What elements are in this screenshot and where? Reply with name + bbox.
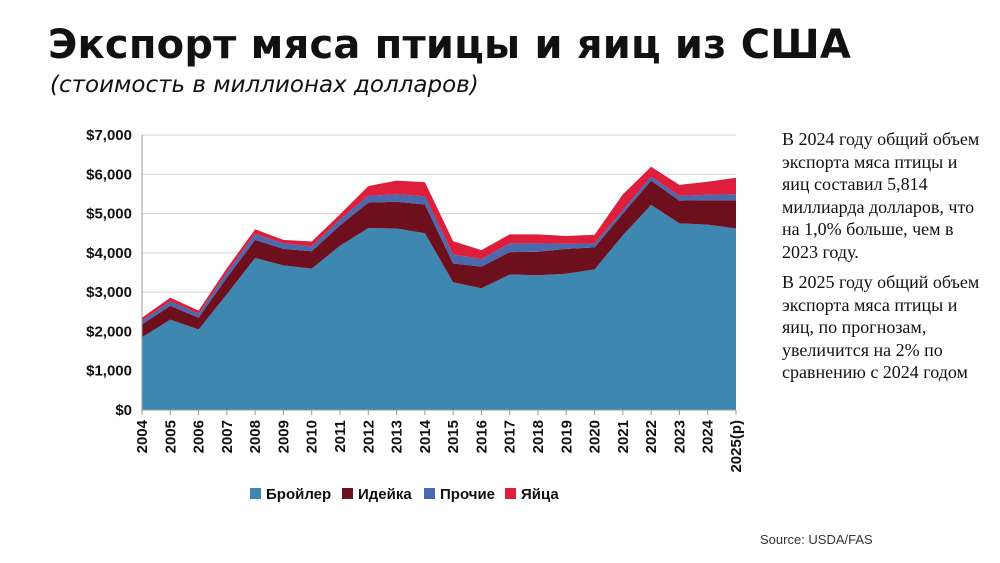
- x-axis-ticks: 2004 2005 2006 2007 2008 2009 2010 2011 2012 2013…: [134, 419, 745, 472]
- x-tick-label: 2007: [219, 420, 236, 453]
- x-tick-label: 2015: [445, 420, 462, 453]
- x-tick-label: 2017: [502, 420, 519, 453]
- legend-swatch: [424, 488, 435, 499]
- x-tick-label: 2022: [643, 420, 660, 453]
- x-tick-label: 2008: [247, 420, 264, 453]
- chart-legend: Бройлер Идейка Прочие Яйца: [250, 486, 559, 503]
- axes: [141, 135, 737, 415]
- y-tick-label: $2,000: [86, 323, 132, 340]
- y-tick-label: $4,000: [86, 245, 132, 262]
- y-tick-label: $6,000: [86, 166, 132, 183]
- x-tick-label: 2012: [360, 420, 377, 453]
- legend-label: Яйца: [521, 486, 559, 503]
- x-tick-label: 2018: [530, 420, 547, 453]
- y-tick-label: $1,000: [86, 363, 132, 380]
- legend-swatch: [250, 488, 261, 499]
- x-tick-label: 2023: [671, 420, 688, 453]
- legend-swatch: [505, 488, 516, 499]
- x-tick-label: 2024: [700, 419, 717, 453]
- side-note-2025: В 2025 году общий объем экспорта мяса пт…: [782, 272, 980, 382]
- area-series: [142, 166, 736, 410]
- y-tick-label: $3,000: [86, 284, 132, 301]
- x-tick-label: 2021: [615, 420, 632, 453]
- x-tick-label: 2016: [473, 420, 490, 453]
- y-axis-ticks: $0 $1,000 $2,000 $3,000 $4,000 $5,000 $6,000 $7…: [86, 127, 132, 419]
- side-notes: В 2024 году общий объем экспорта мяса пт…: [782, 128, 982, 392]
- x-tick-label: 2020: [587, 420, 604, 453]
- side-note-2024: В 2024 году общий объем экспорта мяса пт…: [782, 129, 980, 262]
- y-tick-label: $0: [115, 402, 132, 419]
- stacked-area-chart: $0 $1,000 $2,000 $3,000 $4,000 $5,000 $6,000 $7…: [86, 127, 745, 503]
- source-note: Source: USDA/FAS: [760, 532, 873, 547]
- x-tick-label: 2011: [332, 420, 349, 453]
- x-tick-label: 2014: [417, 419, 434, 453]
- x-tick-label: 2019: [558, 420, 575, 453]
- x-tick-label: 2006: [191, 420, 208, 453]
- x-tick-label: 2013: [389, 420, 406, 453]
- area-Идейка: [142, 180, 736, 338]
- legend-swatch: [342, 488, 353, 499]
- x-tick-label: 2010: [304, 420, 321, 453]
- legend-label: Бройлер: [266, 486, 331, 503]
- x-tick-label: 2005: [162, 420, 179, 453]
- page-subtitle: (стоимость в миллионах долларов): [50, 72, 479, 98]
- y-tick-label: $7,000: [86, 127, 132, 144]
- legend-label: Идейка: [358, 486, 412, 503]
- x-tick-label: 2004: [134, 419, 151, 453]
- x-tick-label: 2025(р): [728, 420, 745, 473]
- x-tick-label: 2009: [275, 420, 292, 453]
- y-tick-label: $5,000: [86, 206, 132, 223]
- page-title: Экспорт мяса птицы и яиц из США: [48, 22, 852, 68]
- area-Бройлер: [142, 204, 736, 410]
- legend-label: Прочие: [440, 486, 495, 503]
